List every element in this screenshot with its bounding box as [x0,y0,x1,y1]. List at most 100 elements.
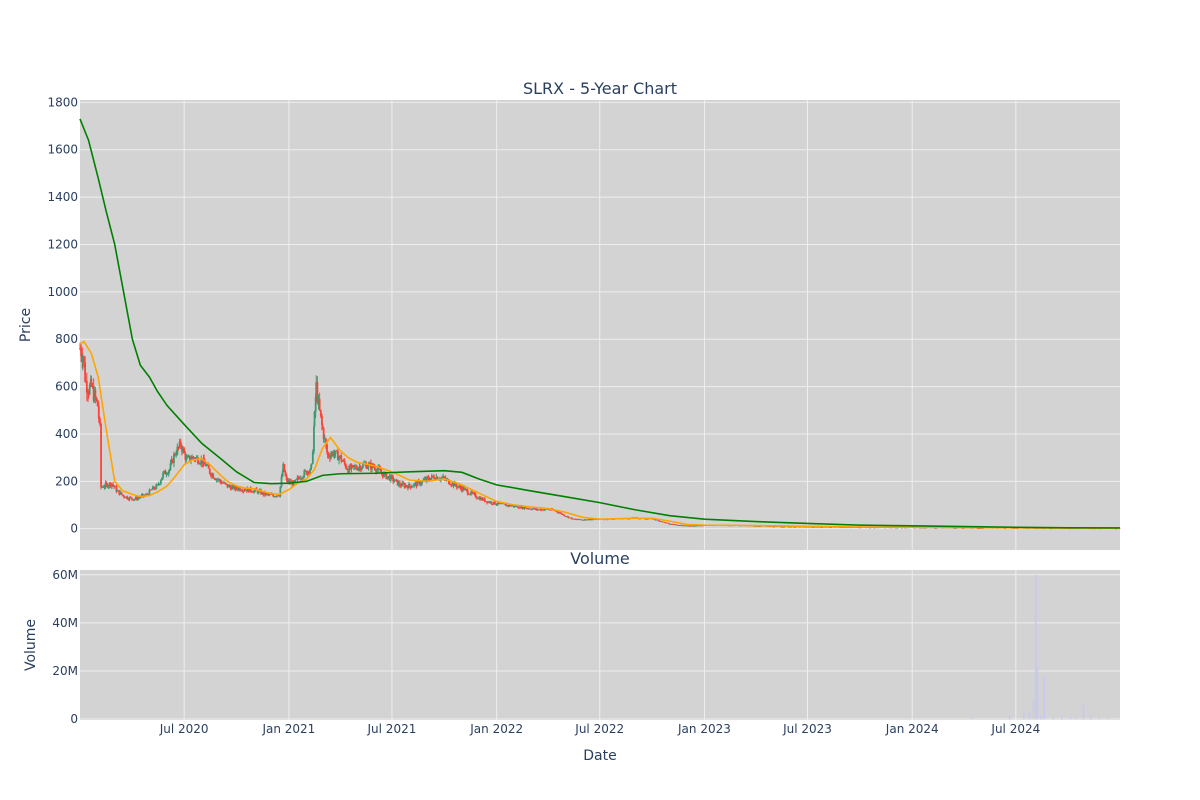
price-candle [675,524,678,526]
price-candle [405,485,408,488]
price-candle-body [204,461,207,466]
date-tick-label: Jul 2020 [159,722,209,736]
price-candle-body [280,476,283,487]
price-candle-body [150,489,153,491]
price-candle [280,473,283,488]
price-candle-body [179,441,182,447]
price-candle-body [114,486,117,488]
price-candle [335,449,338,452]
price-candle-body [498,502,500,504]
price-candle-body [590,519,593,521]
price-candle-body [487,501,490,503]
price-candle-body [224,482,227,484]
price-candle-body [405,485,408,487]
price-candle [174,452,176,457]
price-candle-body [239,487,241,491]
price-candle-body [227,485,230,488]
price-candle [282,462,285,472]
price-candle-body [532,508,535,510]
price-candle-body [248,487,251,493]
price-candle [355,464,357,470]
price-candle-body [116,490,118,492]
price-candle [199,462,202,466]
price-candle-body [304,470,307,472]
price-candle-body [167,470,170,475]
price-candle-body [379,469,382,473]
price-candle-body [246,487,249,492]
price-candle [528,507,531,510]
price-candle-body [435,476,438,480]
price-candle [95,396,98,402]
price-candle-body [566,516,569,518]
price-candle [110,483,113,490]
price-candle [116,488,118,493]
price-candle [527,508,529,510]
price-candle-body [185,457,188,461]
price-candle [350,463,353,473]
price-candle-body [368,462,371,464]
price-candle-body [358,466,361,468]
price-candle-body [557,511,560,513]
price-candle-body [660,521,663,523]
price-candle [313,422,315,455]
volume-bar [1040,715,1042,720]
date-tick-label: Jul 2024 [990,722,1040,736]
price-candle-body [303,470,306,477]
price-candle [348,464,351,474]
price-candle [226,484,229,489]
price-candle-body [393,481,396,482]
price-candle [659,521,661,523]
price-candle-body [162,472,165,478]
price-candle-body [474,493,477,498]
price-candle [508,504,511,508]
price-candle [488,500,491,504]
price-candle-body [537,509,540,511]
price-candle [395,478,398,483]
price-candle-body [257,490,260,493]
price-candle-body [369,462,372,470]
price-candle-body [296,477,299,480]
price-candle [315,375,318,403]
price-candle-body [357,467,360,471]
price-candle-body [231,486,233,490]
price-candle [90,375,93,388]
price-candle-body [113,485,116,487]
price-candle-body [472,493,475,495]
price-candle-body [821,526,824,528]
price-candle-body [554,510,557,512]
price-candle-body [470,491,472,495]
price-candle [524,507,527,509]
price-candle-body [668,523,671,524]
price-candle-body [556,510,558,512]
price-candle [585,519,587,521]
price-candle-body [146,494,149,496]
price-candle [365,461,368,470]
price-candle-body [201,459,204,465]
price-candle [212,472,215,479]
price-candle-body [180,446,183,452]
price-candle [575,518,578,520]
price-candle-body [627,518,630,520]
price-candle-body [575,519,578,520]
price-candle-body [482,498,485,501]
price-candle-body [413,483,416,487]
price-candle [387,475,390,480]
price-candle-body [667,522,669,524]
price-candle-body [529,508,532,510]
price-candle [328,453,331,463]
price-candle-body [240,490,242,492]
price-candle-body [535,508,537,510]
price-candle-body [513,505,516,507]
price-candle [83,355,85,368]
price-candle-body [421,480,424,484]
price-candle-body [922,527,925,529]
price-candle-body [480,497,483,501]
price-candle-body [459,485,462,488]
price-candle-body [429,478,432,481]
price-candle-body [388,475,391,481]
price-candle [155,483,158,490]
price-candle [479,495,482,501]
price-candle [568,517,571,519]
price-candle-body [362,464,364,468]
price-candle [590,519,593,521]
